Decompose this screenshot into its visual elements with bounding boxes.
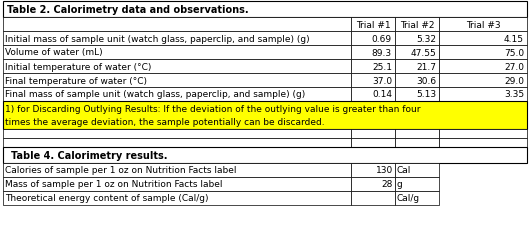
Text: 37.0: 37.0	[372, 76, 392, 85]
Text: Initial temperature of water (°C): Initial temperature of water (°C)	[5, 62, 152, 71]
Text: 29.0: 29.0	[504, 76, 524, 85]
Text: Final temperature of water (°C): Final temperature of water (°C)	[5, 76, 147, 85]
Text: Calories of sample per 1 oz on Nutrition Facts label: Calories of sample per 1 oz on Nutrition…	[5, 166, 236, 175]
Text: Table 2. Calorimetry data and observations.: Table 2. Calorimetry data and observatio…	[7, 5, 249, 15]
Text: 21.7: 21.7	[416, 62, 436, 71]
Text: 0.69: 0.69	[372, 34, 392, 43]
Text: 1) for Discarding Outlying Results: If the deviation of the outlying value is gr: 1) for Discarding Outlying Results: If t…	[5, 105, 420, 113]
Text: 5.13: 5.13	[416, 90, 436, 99]
Text: Trial #3: Trial #3	[466, 20, 500, 29]
Text: 0.14: 0.14	[372, 90, 392, 99]
Text: Cal: Cal	[397, 166, 411, 175]
Text: 28: 28	[382, 180, 393, 189]
Text: 75.0: 75.0	[504, 48, 524, 57]
Text: Trial #2: Trial #2	[400, 20, 434, 29]
Text: Trial #1: Trial #1	[356, 20, 390, 29]
Text: 89.3: 89.3	[372, 48, 392, 57]
Text: 5.32: 5.32	[416, 34, 436, 43]
Text: Cal/g: Cal/g	[397, 194, 420, 202]
Text: g: g	[397, 180, 403, 189]
Text: 25.1: 25.1	[372, 62, 392, 71]
Text: Mass of sample per 1 oz on Nutrition Facts label: Mass of sample per 1 oz on Nutrition Fac…	[5, 180, 223, 189]
Text: Table 4. Calorimetry results.: Table 4. Calorimetry results.	[11, 150, 167, 160]
Text: 4.15: 4.15	[504, 34, 524, 43]
Text: 27.0: 27.0	[504, 62, 524, 71]
Text: 3.35: 3.35	[504, 90, 524, 99]
Text: Theoretical energy content of sample (Cal/g): Theoretical energy content of sample (Ca…	[5, 194, 208, 202]
Text: times the average deviation, the sample potentially can be discarded.: times the average deviation, the sample …	[5, 117, 324, 126]
Text: 47.55: 47.55	[410, 48, 436, 57]
Text: Volume of water (mL): Volume of water (mL)	[5, 48, 103, 57]
Text: 30.6: 30.6	[416, 76, 436, 85]
Text: Initial mass of sample unit (watch glass, paperclip, and sample) (g): Initial mass of sample unit (watch glass…	[5, 34, 310, 43]
Text: 130: 130	[376, 166, 393, 175]
Text: Final mass of sample unit (watch glass, paperclip, and sample) (g): Final mass of sample unit (watch glass, …	[5, 90, 305, 99]
